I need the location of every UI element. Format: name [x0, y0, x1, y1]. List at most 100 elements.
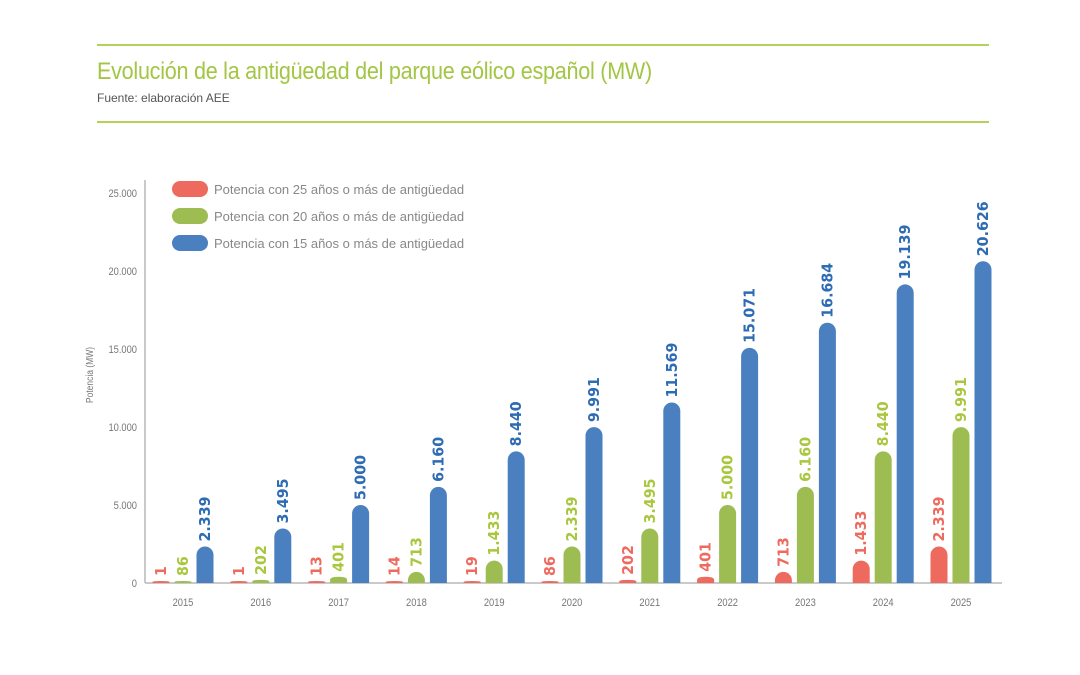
data-label: 713: [408, 537, 425, 567]
data-label: 401: [697, 542, 714, 572]
y-tick-label: 15.000: [108, 344, 137, 356]
data-label: 13: [308, 556, 325, 576]
bar: [407, 571, 425, 583]
bar: [896, 284, 914, 583]
bar: [818, 322, 836, 583]
bar: [741, 347, 759, 583]
data-label: 1.433: [486, 511, 503, 556]
data-label: 86: [175, 556, 192, 576]
bar: [930, 546, 948, 583]
bar: [697, 576, 715, 583]
bar: [152, 581, 170, 583]
bar: [352, 505, 370, 583]
legend-label: Potencia con 25 años o más de antigüedad: [214, 182, 464, 197]
y-tick-label: 25.000: [108, 188, 137, 200]
data-label: 8.440: [875, 401, 892, 446]
y-axis-title: Potencia (MW): [84, 347, 95, 403]
data-label: 401: [330, 542, 347, 572]
x-tick-label: 2022: [717, 597, 738, 609]
bar: [463, 581, 481, 583]
x-tick-label: 2024: [873, 597, 894, 609]
legend-label: Potencia con 20 años o más de antigüedad: [214, 209, 464, 224]
data-label: 86: [542, 556, 559, 576]
bar: [774, 571, 792, 583]
legend-swatch: [172, 181, 208, 197]
x-tick-label: 2025: [951, 597, 972, 609]
x-tick-label: 2023: [795, 597, 816, 609]
bar: [563, 546, 581, 583]
data-label: 6.160: [430, 437, 447, 482]
data-label: 5.000: [719, 455, 736, 500]
x-tick-label: 2020: [562, 597, 583, 609]
x-axis: 2015 2016 2017 2018 2019 2020 2021 2022 2023 2024…: [145, 582, 1002, 609]
x-tick-label: 2018: [406, 597, 427, 609]
y-tick-label: 0: [132, 578, 137, 590]
data-label: 11.569: [663, 343, 680, 398]
bar: [274, 528, 292, 583]
data-label: 20.626: [975, 201, 992, 256]
bar: [230, 581, 248, 583]
bar: [196, 546, 214, 583]
x-tick-label: 2019: [484, 597, 505, 609]
data-label: 19: [464, 556, 481, 576]
bar: [541, 581, 559, 583]
data-label: 16.684: [819, 263, 836, 318]
data-label: 1: [153, 566, 170, 576]
x-tick-label: 2015: [173, 597, 194, 609]
data-label: 9.991: [586, 377, 603, 422]
bar: [585, 427, 603, 583]
legend-label: Potencia con 15 años o más de antigüedad: [214, 236, 464, 251]
bar: [796, 486, 814, 583]
legend: Potencia con 25 años o más de antigüedad…: [172, 181, 464, 251]
bar: [385, 581, 403, 583]
x-tick-label: 2021: [639, 597, 660, 609]
x-tick-label: 2017: [328, 597, 349, 609]
bar: [619, 579, 637, 583]
legend-swatch: [172, 208, 208, 224]
data-label: 2.339: [931, 496, 948, 541]
data-label: 8.440: [508, 401, 525, 446]
data-label: 3.495: [274, 478, 291, 523]
y-tick-label: 5.000: [114, 500, 138, 512]
bar: [330, 576, 348, 583]
legend-swatch: [172, 235, 208, 251]
data-label: 19.139: [897, 225, 914, 280]
chart-subtitle: Fuente: elaboración AEE: [97, 91, 230, 105]
data-labels: 1 1 13 14 19 86 202 401 713 1.433 2.339 86 202 401 713…: [153, 201, 992, 576]
bars: [152, 261, 992, 583]
bar: [641, 528, 659, 583]
y-tick-label: 20.000: [108, 266, 137, 278]
y-axis: 0 5.000 10.000 15.000 20.000 25.000 Potencia (…: [84, 180, 146, 590]
chart-title: Evolución de la antigüedad del parque eó…: [97, 58, 652, 85]
bar: [485, 560, 503, 583]
data-label: 9.991: [953, 377, 970, 422]
bar: [974, 261, 992, 583]
bar: [852, 560, 870, 583]
data-label: 14: [386, 556, 403, 576]
data-label: 3.495: [641, 478, 658, 523]
bar: [174, 581, 192, 583]
data-label: 713: [775, 537, 792, 567]
bar: [429, 486, 447, 583]
y-tick-label: 10.000: [108, 422, 137, 434]
data-label: 2.339: [564, 496, 581, 541]
top-rule: [97, 44, 989, 46]
data-label: 1.433: [853, 511, 870, 556]
data-label: 202: [252, 545, 269, 575]
bar: [952, 427, 970, 583]
data-label: 5.000: [352, 455, 369, 500]
bar: [308, 581, 326, 583]
bar: [874, 451, 892, 583]
data-label: 2.339: [197, 496, 214, 541]
bottom-rule: [97, 121, 989, 123]
bar: [663, 402, 681, 583]
data-label: 6.160: [797, 437, 814, 482]
x-tick-label: 2016: [250, 597, 271, 609]
bar: [507, 451, 525, 583]
bar: [719, 505, 737, 583]
data-label: 15.071: [741, 288, 758, 343]
bar: [252, 579, 270, 583]
data-label: 202: [619, 545, 636, 575]
data-label: 1: [230, 566, 247, 576]
